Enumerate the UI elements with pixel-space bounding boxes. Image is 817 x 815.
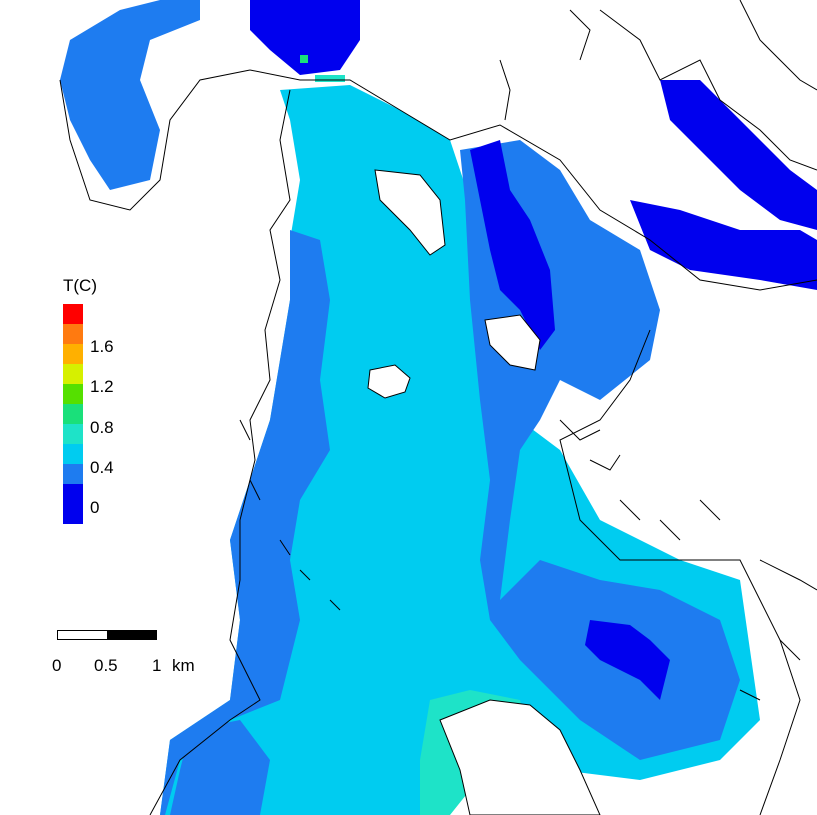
legend-swatch-2 [63,464,83,484]
scale-label-0-5: 0.5 [94,656,118,675]
scale-bar-segment-black [107,631,157,639]
legend-swatch-5 [63,404,83,424]
legend-swatch-8 [63,344,83,364]
water-north-warm-spot [300,55,308,63]
scale-bar-segment-white [58,631,107,639]
island-east-peninsula [484,314,541,371]
water-north-warm-outlet [315,75,345,82]
water-cold-east-bay [470,140,555,350]
legend-swatch-3 [63,444,83,464]
water-northwest-arm [60,0,200,190]
scale-bar-graphic [57,630,157,640]
coastline-islets-east [559,419,817,701]
scale-label-1: 1 [152,656,162,675]
coastline-northwest [59,69,251,211]
water-cold-northeast-inlet [630,200,817,290]
island-south-peninsula [439,699,601,815]
island-central [367,364,411,399]
water-southwest-basin [170,720,270,815]
scale-label-unit: km [172,656,195,675]
coastline-west [149,89,291,815]
legend-label-0-4: 0.4 [90,458,114,477]
coastline-small-islets [239,59,511,611]
legend-title: T(C) [63,276,97,295]
water-north-cold-patch [250,0,360,75]
legend-swatch-9 [63,324,83,344]
legend-swatch-0 [63,504,83,524]
legend-swatch-1 [63,484,83,504]
legend-label-0-8: 0.8 [90,418,114,437]
island-north-channel [374,169,446,256]
legend-label-1-2: 1.2 [90,377,114,396]
legend-swatch-6 [63,384,83,404]
coastline-east [559,329,801,815]
legend-swatch-10 [63,304,83,324]
coastline-north [249,69,817,291]
water-west-margin [160,230,330,815]
scale-label-0: 0 [52,656,62,675]
legend-label-0: 0 [90,498,100,517]
coastline-islands-northeast [569,0,817,171]
water-cold-southeast-basin [585,620,670,700]
legend-swatch-7 [63,364,83,384]
legend-swatch-4 [63,424,83,444]
water-cold-northeast-strait [660,80,817,230]
legend-label-1-6: 1.6 [90,337,114,356]
